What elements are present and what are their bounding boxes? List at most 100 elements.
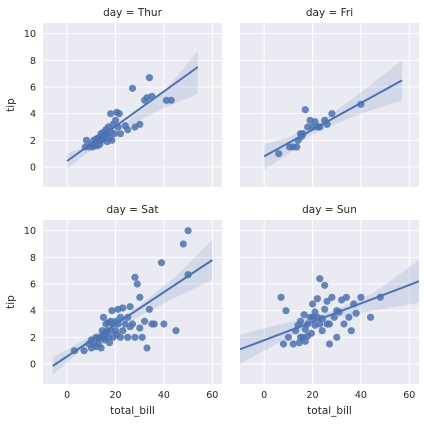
data-point — [110, 130, 118, 138]
x-axis-label: total_bill — [110, 405, 155, 417]
data-point — [333, 333, 341, 341]
data-point — [296, 317, 305, 325]
y-tick-label: 8 — [30, 253, 36, 264]
x-tick-label: 60 — [403, 390, 415, 401]
data-point — [145, 305, 153, 313]
data-point — [128, 84, 137, 92]
data-point — [131, 333, 139, 341]
regression-line — [52, 259, 213, 367]
y-tick-label: 10 — [24, 226, 36, 237]
data-point — [116, 130, 124, 138]
data-point — [167, 96, 175, 104]
x-tick-label: 0 — [261, 390, 267, 401]
x-tick-label: 40 — [158, 390, 170, 401]
y-tick-label: 2 — [30, 333, 36, 344]
data-point — [352, 309, 360, 317]
data-point — [119, 304, 127, 312]
data-point — [133, 280, 141, 288]
data-point — [172, 327, 180, 335]
data-point — [131, 273, 139, 281]
data-point — [295, 339, 303, 347]
y-axis-label: tip — [5, 98, 17, 112]
facet-panel-day-sat: day = Sat 0 2 4 6 8 10 tip 0 20 40 60 total_bill — [5, 204, 222, 417]
y-tick-label: 6 — [30, 280, 36, 291]
data-point — [116, 333, 124, 341]
x-axis-label: total_bill — [307, 405, 352, 417]
x-tick-label: 20 — [110, 390, 122, 401]
data-point — [321, 305, 329, 313]
data-point — [82, 136, 91, 144]
y-tick-label: 2 — [30, 136, 36, 147]
facet-title: day = Fri — [306, 7, 353, 19]
data-point — [318, 327, 326, 335]
y-tick-label: 4 — [30, 109, 36, 120]
data-point — [357, 293, 365, 301]
data-point — [124, 126, 132, 134]
data-point — [316, 275, 324, 283]
data-point — [150, 320, 158, 328]
facet-title: day = Sat — [106, 204, 158, 216]
data-point — [330, 313, 338, 321]
data-point — [143, 344, 151, 352]
y-tick-label: 4 — [30, 306, 36, 317]
panel-background — [240, 23, 419, 187]
data-point — [325, 340, 334, 348]
data-point — [342, 293, 350, 301]
data-point — [115, 110, 123, 118]
data-point — [124, 333, 132, 341]
y-tick-label: 6 — [30, 83, 36, 94]
data-point — [80, 347, 88, 355]
data-point — [367, 313, 375, 321]
y-tick-label: 10 — [24, 29, 36, 40]
data-point — [97, 344, 105, 352]
data-point — [277, 293, 285, 301]
facet-panel-day-fri: day = Fri — [240, 7, 419, 187]
data-point — [107, 110, 115, 118]
y-axis-label: tip — [5, 295, 17, 309]
data-point — [282, 307, 290, 315]
data-point — [136, 293, 144, 301]
data-point — [141, 317, 149, 325]
data-point — [99, 313, 108, 321]
y-tick-label: 0 — [30, 360, 36, 371]
data-point — [145, 74, 153, 82]
facet-panel-day-sun: day = Sun 0 20 40 60 total_bill — [240, 204, 419, 417]
x-tick-label: 20 — [307, 390, 319, 401]
data-point — [138, 333, 146, 341]
data-point — [325, 320, 334, 328]
facet-panel-day-thur: day = Thur 0 2 4 6 8 10 tip — [5, 7, 222, 187]
data-point — [275, 150, 283, 158]
data-point — [279, 340, 288, 348]
x-tick-label: 0 — [64, 390, 70, 401]
data-point — [179, 240, 187, 248]
data-point — [321, 281, 329, 289]
panel-background — [43, 23, 222, 187]
data-point — [160, 320, 168, 328]
facet-title: day = Thur — [103, 7, 163, 19]
facet-title: day = Sun — [302, 204, 357, 216]
data-point — [309, 300, 317, 308]
data-point — [340, 320, 348, 328]
data-point — [284, 333, 292, 341]
y-tick-label: 0 — [30, 163, 36, 174]
data-point — [293, 143, 301, 151]
y-tick-label: 8 — [30, 56, 36, 67]
data-point — [136, 120, 144, 128]
data-point — [307, 329, 315, 337]
data-point — [108, 136, 116, 144]
data-point — [157, 259, 166, 267]
data-point — [328, 293, 336, 301]
data-point — [112, 116, 120, 124]
data-point — [184, 227, 192, 235]
regression-line — [240, 280, 419, 351]
x-tick-label: 60 — [206, 390, 218, 401]
regression-line — [66, 66, 199, 162]
data-point — [136, 324, 144, 332]
data-point — [119, 327, 127, 335]
data-point — [105, 339, 114, 347]
data-point — [345, 313, 353, 321]
x-tick-label: 40 — [355, 390, 367, 401]
data-point — [108, 307, 116, 315]
data-point — [313, 295, 321, 303]
